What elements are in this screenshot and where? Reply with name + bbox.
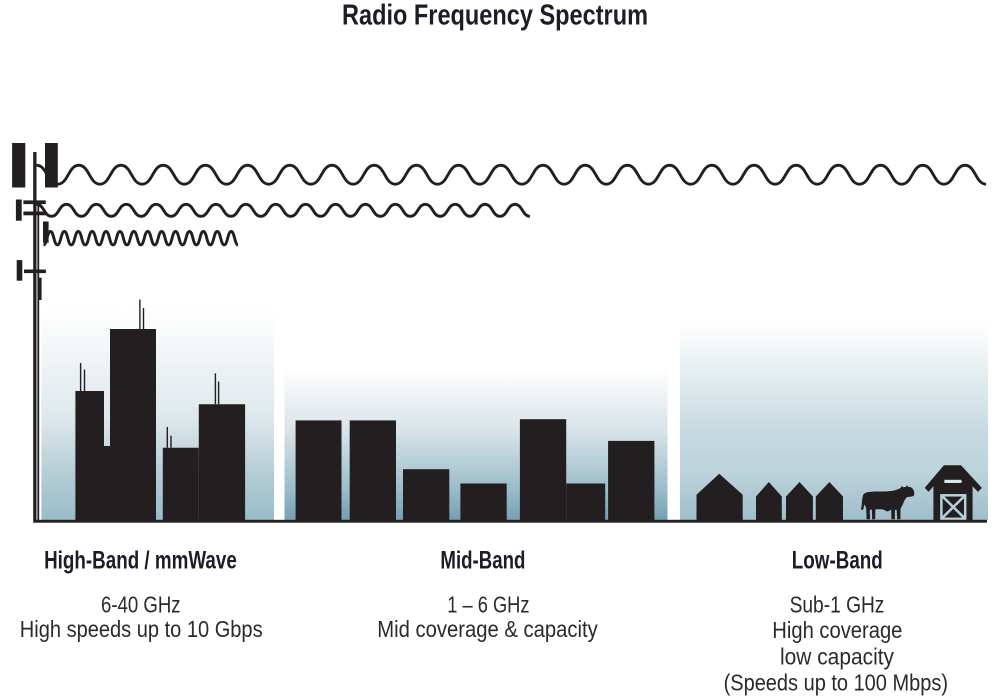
svg-text:Low-Band: Low-Band [792,547,883,575]
svg-text:Sub-1 GHz: Sub-1 GHz [790,592,885,618]
svg-text:6-40 GHz: 6-40 GHz [101,592,181,618]
svg-text:(Speeds up to 100 Mbps): (Speeds up to 100 Mbps) [724,670,948,696]
svg-text:High speeds up to 10 Gbps: High speeds up to 10 Gbps [20,616,263,642]
svg-text:low capacity: low capacity [780,643,894,669]
svg-text:1 – 6 GHz: 1 – 6 GHz [447,592,529,618]
svg-text:Radio Frequency Spectrum: Radio Frequency Spectrum [342,0,648,31]
svg-text:High coverage: High coverage [772,617,902,643]
svg-text:Mid-Band: Mid-Band [440,547,525,575]
svg-text:Mid coverage & capacity: Mid coverage & capacity [377,616,598,642]
svg-text:High-Band / mmWave: High-Band / mmWave [44,547,237,575]
